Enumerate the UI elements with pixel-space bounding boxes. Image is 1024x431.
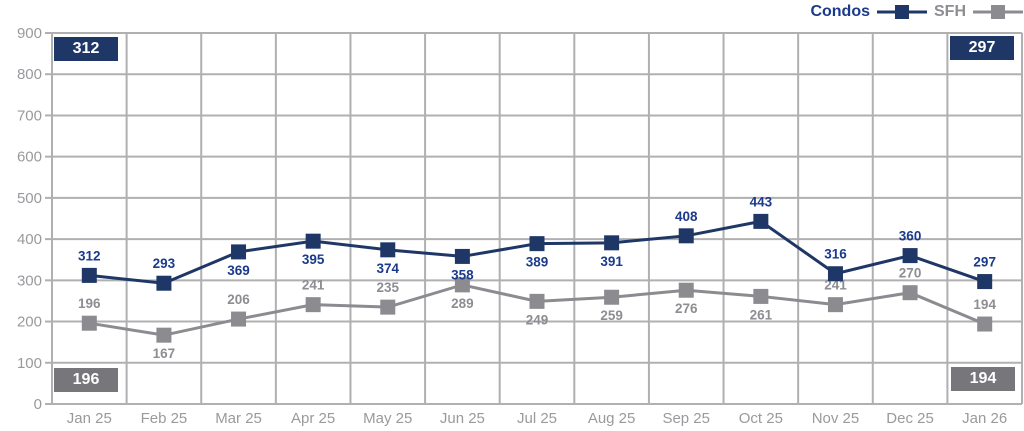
legend: Condos SFH — [810, 3, 1023, 21]
sfh-last-value-badge: 194 — [951, 367, 1015, 391]
condos-value-label: 358 — [451, 267, 474, 282]
x-axis-label: May 25 — [363, 410, 412, 427]
condos-last-value-badge: 297 — [950, 36, 1014, 60]
condos-value-label: 312 — [78, 248, 101, 263]
sfh-marker — [902, 285, 918, 301]
sfh-marker — [827, 297, 843, 313]
sfh-marker — [81, 315, 97, 331]
sfh-value-label: 241 — [824, 278, 847, 293]
condos-value-label: 389 — [526, 255, 549, 270]
condos-marker — [156, 275, 172, 291]
x-axis-label: Mar 25 — [215, 410, 262, 427]
y-axis-label: 400 — [17, 231, 42, 248]
condos-value-label: 408 — [675, 209, 698, 224]
condos-marker — [604, 235, 620, 251]
y-axis-label: 0 — [34, 396, 42, 413]
x-axis-label: Jan 25 — [67, 410, 112, 427]
sfh-marker — [156, 327, 172, 343]
x-axis-label: Oct 25 — [739, 410, 783, 427]
condos-marker — [753, 213, 769, 229]
condos-value-label: 297 — [973, 255, 996, 270]
x-axis-label: Feb 25 — [141, 410, 188, 427]
legend-condos-label: Condos — [810, 3, 870, 20]
legend-sfh-label: SFH — [934, 3, 966, 20]
condos-value-label: 316 — [824, 247, 847, 262]
condos-marker — [305, 233, 321, 249]
sfh-marker — [753, 288, 769, 304]
sfh-value-label: 206 — [227, 292, 250, 307]
x-axis-label: Jul 25 — [517, 410, 557, 427]
condos-value-label: 395 — [302, 252, 325, 267]
sfh-value-label: 167 — [153, 346, 176, 361]
x-axis-label: Jun 25 — [440, 410, 485, 427]
sfh-value-label: 194 — [973, 297, 996, 312]
y-axis-label: 700 — [17, 107, 42, 124]
gridlines — [45, 32, 1023, 405]
condos-marker — [977, 274, 993, 290]
sfh-first-value-badge: 196 — [54, 368, 118, 392]
sfh-value-label: 196 — [78, 296, 101, 311]
y-axis-label: 500 — [17, 190, 42, 207]
condos-marker — [678, 228, 694, 244]
y-axis-label: 900 — [17, 25, 42, 42]
x-axis-label: Sep 25 — [662, 410, 710, 427]
sfh-value-label: 241 — [302, 278, 325, 293]
sfh-value-label: 235 — [377, 280, 400, 295]
y-axis-label: 200 — [17, 314, 42, 331]
condos-marker — [902, 248, 918, 264]
sfh-marker — [529, 293, 545, 309]
sfh-marker — [678, 282, 694, 298]
condos-value-label: 443 — [750, 194, 773, 209]
condos-value-label: 391 — [600, 254, 623, 269]
sfh-value-label: 259 — [600, 308, 623, 323]
sfh-value-label: 289 — [451, 296, 474, 311]
condos-marker — [81, 267, 97, 283]
condos-legend-square — [895, 5, 909, 19]
y-axis-label: 100 — [17, 355, 42, 372]
x-axis-label: Aug 25 — [588, 410, 636, 427]
y-axis-label: 800 — [17, 66, 42, 83]
condos-marker — [454, 248, 470, 264]
condos-value-label: 374 — [377, 261, 400, 276]
x-axis-label: Jan 26 — [962, 410, 1007, 427]
x-axis-label: Dec 25 — [886, 410, 934, 427]
sfh-marker — [604, 289, 620, 305]
sfh-marker — [380, 299, 396, 315]
condos-value-label: 293 — [153, 256, 176, 271]
condos-series: 312 293 369 395 374 358 389 391 408 443 316 360 297 — [78, 194, 996, 291]
condos-legend-line-marker-icon — [877, 5, 927, 19]
y-axis-label: 300 — [17, 272, 42, 289]
condos-line — [89, 219, 986, 285]
condos-value-label: 360 — [899, 229, 922, 244]
sfh-value-label: 261 — [750, 307, 773, 322]
axis-labels: 0 100 200 300 400 500 600 700 800 900 Jan 25 Feb 25… — [17, 25, 1007, 427]
condos-marker — [827, 266, 843, 282]
sfh-series: 196 167 206 241 235 289 249 259 276 261 241 270 194 — [78, 266, 996, 361]
condos-marker — [231, 244, 247, 260]
condos-marker — [529, 236, 545, 252]
condos-marker — [380, 242, 396, 258]
sfh-value-label: 249 — [526, 312, 549, 327]
condos-value-label: 369 — [227, 263, 250, 278]
sfh-legend-square — [991, 5, 1005, 19]
y-axis-label: 600 — [17, 149, 42, 166]
condos-first-value-badge: 312 — [54, 37, 118, 61]
x-axis-label: Nov 25 — [812, 410, 860, 427]
sfh-line — [89, 283, 986, 337]
sfh-legend-line-marker-icon — [973, 5, 1023, 19]
sfh-marker — [305, 297, 321, 313]
sfh-value-label: 270 — [899, 266, 922, 281]
sfh-marker — [231, 311, 247, 327]
sfh-value-label: 276 — [675, 301, 698, 316]
sfh-marker — [977, 316, 993, 332]
sfh-marker — [454, 277, 470, 293]
x-axis-label: Apr 25 — [291, 410, 335, 427]
